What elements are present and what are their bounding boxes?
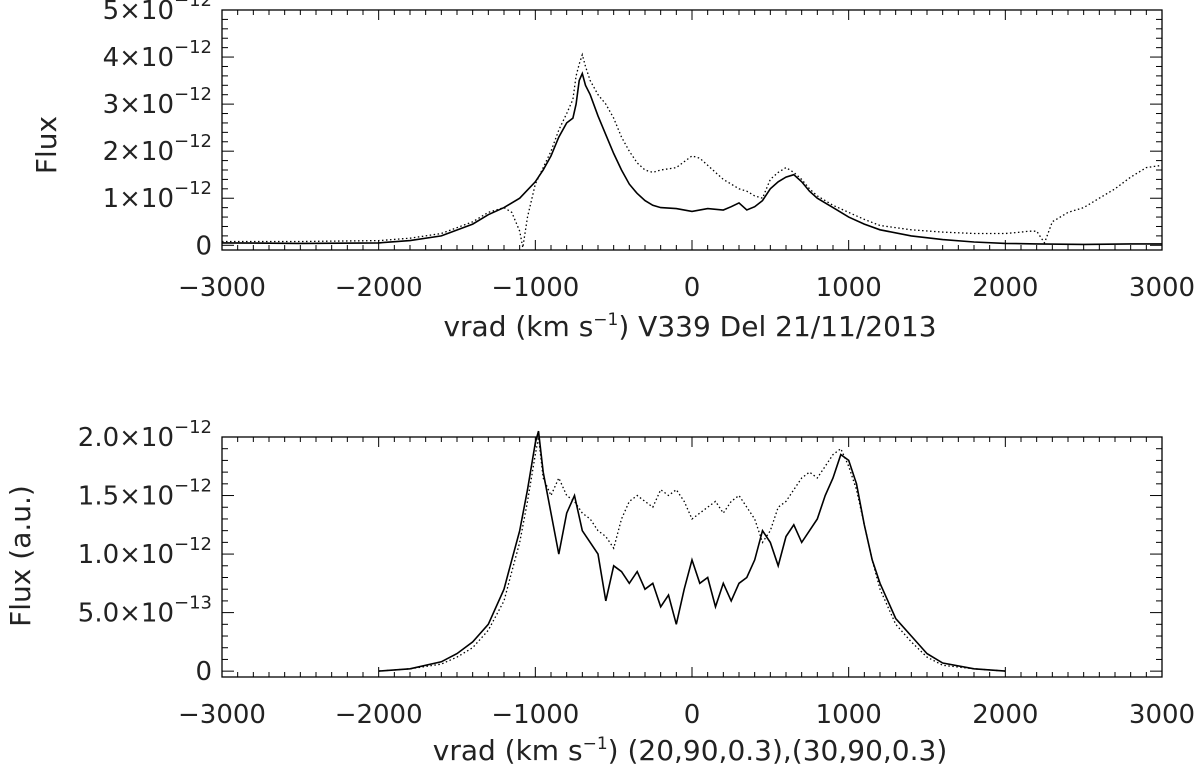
top-plot-area: −3000 −2000 −1000 0 1000 2000 3000 0 1×10−12 2×10… [103,0,1196,303]
top-y-tick-label: 4×10−12 [103,37,212,73]
bottom-y-tick-label: 2.0×10−12 [78,417,212,453]
bottom-y-tick-label: 5.0×10−13 [78,593,212,629]
bottom-x-axis-label: vrad (km s−1) (20,90,0.3),(30,90,0.3) [433,734,948,767]
top-y-tick-label: 1×10−12 [103,178,212,214]
top-y-tick-label: 5×10−12 [103,0,212,26]
top-x-tick-label: −3000 [178,273,266,303]
bottom-panel: −3000 −2000 −1000 0 1000 2000 3000 0 5.0×10−13 1.… [4,417,1195,767]
bottom-x-tick-label: −3000 [178,700,266,730]
bottom-x-tick-label: 3000 [1129,700,1195,730]
top-x-tick-label: 3000 [1129,273,1195,303]
top-series-dotted-line [222,52,1163,248]
bottom-x-tick-label: −1000 [491,700,579,730]
top-x-axis-label: vrad (km s−1) V339 Del 21/11/2013 [443,310,936,343]
top-x-tick-label: 1000 [816,273,882,303]
top-y-tick-label: 0 [195,231,212,261]
bottom-series-solid-line [378,430,1006,672]
top-x-tick-label: 0 [684,273,701,303]
bottom-y-tick-label: 1.0×10−12 [78,534,212,570]
top-y-tick-label: 3×10−12 [103,84,212,120]
top-axes-frame [221,9,1163,251]
top-panel: −3000 −2000 −1000 0 1000 2000 3000 0 1×10−12 2×10… [30,0,1195,343]
bottom-x-tick-label: 2000 [972,700,1038,730]
top-x-tick-label: 2000 [972,273,1038,303]
top-x-tick-label: −1000 [491,273,579,303]
top-series-solid-line [221,71,1162,246]
top-y-tick-label: 2×10−12 [103,131,212,167]
bottom-x-tick-label: 0 [684,700,701,730]
top-y-axis-label: Flux [30,116,63,174]
bottom-y-axis-label: Flux (a.u.) [4,485,37,627]
bottom-y-tick-label: 0 [195,657,212,687]
bottom-x-tick-label: 1000 [816,700,882,730]
bottom-x-tick-label: −2000 [335,700,423,730]
top-x-tick-label: −2000 [335,273,423,303]
bottom-plot-area: −3000 −2000 −1000 0 1000 2000 3000 0 5.0×10−13 1.… [78,417,1195,730]
bottom-axes-frame [221,436,1163,678]
bottom-y-tick-label: 1.5×10−12 [78,476,212,512]
